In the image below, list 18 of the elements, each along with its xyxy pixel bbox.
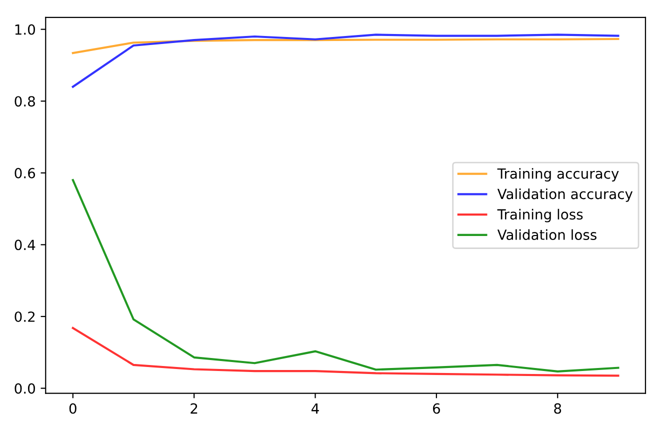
line-series bbox=[72, 38, 620, 54]
x-tick-label: 2 bbox=[190, 403, 198, 414]
legend-label: Training loss bbox=[497, 208, 583, 222]
y-tick-label: 0.0 bbox=[14, 383, 35, 394]
y-tick-label: 0.8 bbox=[14, 96, 35, 107]
y-tick-label: 0.2 bbox=[14, 311, 35, 322]
legend-label: Training accuracy bbox=[497, 168, 619, 182]
x-tick-label: 0 bbox=[69, 403, 76, 414]
y-tick-label: 0.4 bbox=[14, 240, 36, 250]
line-series bbox=[72, 326, 620, 377]
x-tick-label: 6 bbox=[432, 403, 440, 414]
legend-label: Validation loss bbox=[497, 229, 596, 240]
y-tick-label: 0.6 bbox=[14, 168, 36, 178]
x-tick-label: 8 bbox=[554, 403, 562, 414]
line-series bbox=[72, 34, 620, 88]
y-tick-label: 1.0 bbox=[15, 24, 35, 35]
x-tick-label: 4 bbox=[312, 403, 319, 414]
legend-label: Validation accuracy bbox=[497, 188, 633, 202]
